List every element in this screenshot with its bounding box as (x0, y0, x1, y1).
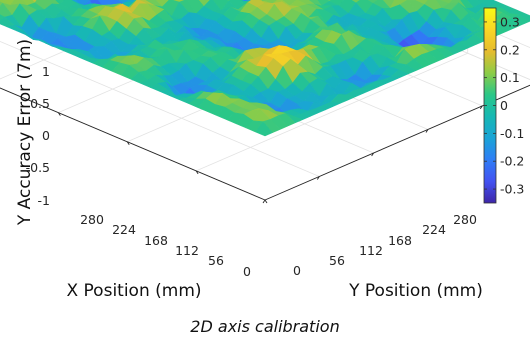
x-tick: 280 (80, 212, 104, 227)
x-tick: 168 (144, 233, 168, 248)
x-tick: 56 (208, 253, 224, 268)
colorbar-tick: 0.3 (500, 14, 520, 29)
surface-plot (0, 0, 530, 137)
colorbar-ticks: -0.3 -0.2 -0.1 0 0.1 0.2 0.3 (484, 14, 524, 197)
colorbar-tick: -0.3 (500, 182, 524, 197)
y-tick: 0 (293, 263, 301, 278)
figure-caption: 2D axis calibration (190, 317, 340, 336)
x-tick: 224 (112, 222, 136, 237)
x-axis-ticks: 280 224 168 112 56 0 (80, 212, 251, 279)
y-tick: 224 (422, 222, 446, 237)
y-tick: 280 (453, 212, 477, 227)
z-tick: -0.5 (26, 160, 50, 175)
y-axis-label: Y Position (mm) (348, 281, 483, 301)
z-tick: 1 (42, 64, 50, 79)
x-tick: 0 (243, 264, 251, 279)
z-axis-label: Y Accuracy Error (7m) (15, 39, 35, 226)
z-tick: 0.5 (30, 96, 50, 111)
y-axis-ticks: 0 56 112 168 224 280 (293, 212, 477, 278)
colorbar-tick: 0 (500, 98, 508, 113)
colorbar-tick: -0.2 (500, 154, 524, 169)
z-tick: 0 (42, 128, 50, 143)
z-tick: -1 (38, 193, 50, 208)
surface-patch (117, 0, 129, 5)
y-tick: 168 (388, 233, 412, 248)
x-axis-label: X Position (mm) (66, 281, 201, 301)
surface-patch (32, 0, 38, 4)
z-axis-ticks: 1 0.5 0 -0.5 -1 (26, 64, 50, 208)
y-tick: 56 (329, 253, 345, 268)
surface-patch (255, 121, 273, 137)
surface-patch (366, 0, 378, 4)
y-tick: 112 (359, 243, 383, 258)
colorbar-tick: 0.2 (500, 42, 520, 57)
surface-patch (350, 0, 361, 4)
x-tick: 112 (175, 243, 199, 258)
surface-patch (476, 0, 487, 4)
colorbar-tick: -0.1 (500, 126, 524, 141)
colorbar-tick: 0.1 (500, 70, 520, 85)
